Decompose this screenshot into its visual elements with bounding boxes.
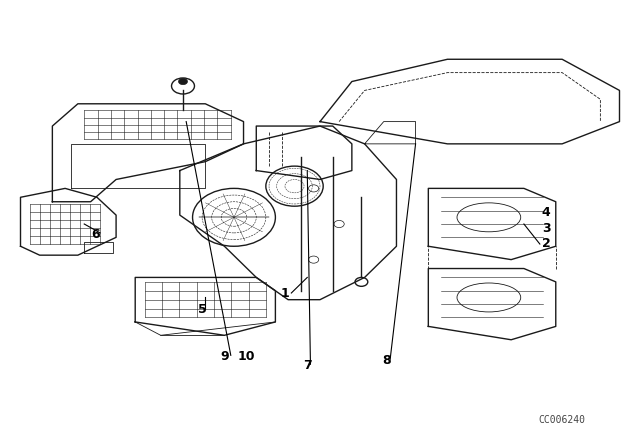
- Text: 1: 1: [280, 288, 289, 301]
- Text: 7: 7: [303, 359, 312, 372]
- Circle shape: [179, 78, 188, 85]
- Text: 9: 9: [220, 350, 228, 363]
- Text: 6: 6: [92, 228, 100, 241]
- Text: 8: 8: [383, 354, 391, 367]
- Text: 10: 10: [238, 350, 255, 363]
- Text: CC006240: CC006240: [539, 415, 586, 425]
- Text: 4: 4: [542, 206, 550, 219]
- Text: 5: 5: [198, 303, 207, 316]
- Text: 2: 2: [542, 237, 550, 250]
- Text: 3: 3: [542, 222, 550, 235]
